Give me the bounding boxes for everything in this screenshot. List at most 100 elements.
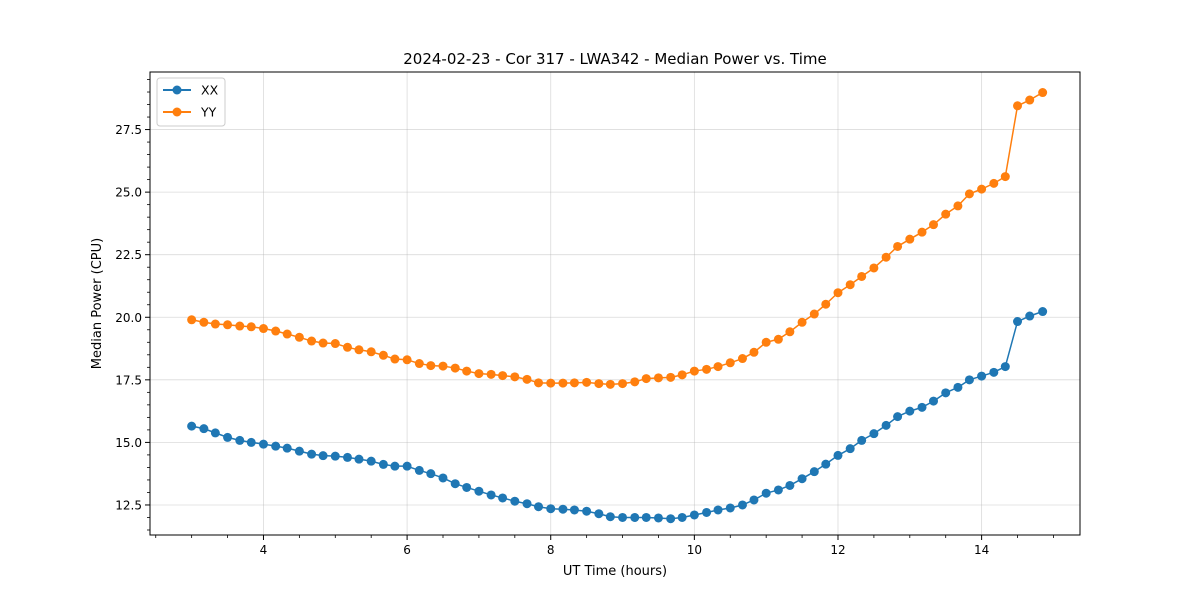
data-point-yy bbox=[282, 329, 292, 339]
y-tick-label: 17.5 bbox=[115, 373, 142, 387]
data-point-xx bbox=[462, 482, 472, 492]
series-yy bbox=[187, 88, 1048, 389]
data-point-yy bbox=[857, 271, 867, 281]
y-tick-label: 27.5 bbox=[115, 123, 142, 137]
data-point-xx bbox=[366, 456, 376, 466]
data-point-yy bbox=[486, 369, 496, 379]
legend: XX YY bbox=[156, 77, 226, 127]
data-point-yy bbox=[258, 324, 268, 334]
y-tick-label: 12.5 bbox=[115, 498, 142, 512]
data-point-xx bbox=[498, 493, 508, 503]
data-point-xx bbox=[378, 459, 388, 469]
data-point-yy bbox=[702, 364, 712, 374]
data-point-xx bbox=[964, 375, 974, 385]
data-point-yy bbox=[761, 337, 771, 347]
axis-ticks: 4 6 8 10 12 14 12.5 15.0 17.5 20.0 22.5 25.0 27.5 bbox=[115, 79, 1054, 557]
data-point-yy bbox=[964, 189, 974, 199]
data-point-yy bbox=[929, 220, 938, 230]
data-point-xx bbox=[246, 437, 256, 447]
data-point-xx bbox=[510, 496, 520, 506]
data-point-xx bbox=[330, 451, 340, 461]
data-point-xx bbox=[677, 512, 687, 522]
data-point-xx bbox=[235, 435, 245, 445]
y-tick-label: 20.0 bbox=[115, 311, 142, 325]
data-point-xx bbox=[833, 450, 843, 460]
data-point-xx bbox=[282, 443, 292, 453]
data-point-xx bbox=[354, 454, 364, 464]
data-point-xx bbox=[773, 485, 783, 495]
y-axis-label: Median Power (CPU) bbox=[90, 238, 105, 369]
data-point-xx bbox=[486, 490, 496, 500]
data-point-xx bbox=[546, 504, 556, 514]
data-point-yy bbox=[881, 252, 891, 262]
data-point-yy bbox=[594, 379, 604, 389]
data-point-xx bbox=[558, 504, 568, 514]
data-point-xx bbox=[414, 465, 424, 475]
data-point-yy bbox=[187, 315, 197, 325]
data-point-yy bbox=[450, 363, 460, 373]
data-point-yy bbox=[354, 345, 364, 355]
data-point-yy bbox=[223, 320, 233, 330]
legend-marker-xx bbox=[172, 85, 182, 95]
data-point-yy bbox=[474, 369, 484, 379]
data-point-xx bbox=[941, 388, 951, 398]
data-point-xx bbox=[821, 459, 831, 469]
data-point-yy bbox=[342, 342, 352, 352]
data-point-xx bbox=[342, 452, 352, 462]
data-point-yy bbox=[546, 378, 556, 388]
data-point-yy bbox=[330, 339, 340, 349]
x-tick-label: 14 bbox=[974, 543, 989, 557]
data-point-xx bbox=[402, 461, 412, 471]
data-point-xx bbox=[785, 480, 795, 490]
data-point-xx bbox=[522, 499, 532, 509]
data-point-xx bbox=[582, 506, 592, 516]
data-point-yy bbox=[833, 288, 843, 298]
series-layer bbox=[187, 88, 1048, 524]
data-point-xx bbox=[199, 424, 209, 434]
data-point-yy bbox=[941, 209, 951, 219]
data-point-yy bbox=[1013, 101, 1023, 111]
data-point-xx bbox=[653, 513, 663, 523]
data-point-yy bbox=[677, 370, 687, 380]
data-point-yy bbox=[630, 377, 640, 387]
legend-label-yy: YY bbox=[200, 105, 217, 120]
chart-title: 2024-02-23 - Cor 317 - LWA342 - Median P… bbox=[403, 50, 827, 68]
data-point-yy bbox=[893, 241, 903, 251]
data-point-yy bbox=[725, 358, 735, 368]
data-point-yy bbox=[785, 327, 795, 337]
data-point-yy bbox=[318, 338, 328, 348]
x-tick-label: 6 bbox=[403, 543, 411, 557]
data-point-xx bbox=[845, 444, 855, 454]
data-point-yy bbox=[653, 373, 663, 383]
data-point-yy bbox=[307, 336, 317, 346]
data-point-yy bbox=[426, 361, 436, 371]
data-point-yy bbox=[666, 372, 676, 382]
grid-lines bbox=[150, 72, 1080, 535]
data-point-yy bbox=[199, 317, 209, 327]
data-point-xx bbox=[426, 469, 436, 479]
data-point-xx bbox=[223, 432, 233, 442]
data-point-yy bbox=[821, 299, 831, 309]
data-point-yy bbox=[1025, 95, 1035, 105]
data-point-yy bbox=[210, 319, 220, 329]
data-point-xx bbox=[797, 474, 807, 484]
data-point-yy bbox=[522, 374, 532, 384]
data-point-xx bbox=[210, 428, 220, 438]
data-point-yy bbox=[402, 355, 412, 365]
data-point-yy bbox=[246, 322, 256, 332]
data-point-yy bbox=[366, 347, 376, 357]
data-point-yy bbox=[953, 201, 963, 211]
data-point-yy bbox=[271, 326, 281, 336]
data-point-yy bbox=[869, 263, 879, 273]
data-point-xx bbox=[809, 467, 819, 477]
data-point-xx bbox=[569, 505, 579, 515]
x-axis-label: UT Time (hours) bbox=[563, 564, 667, 579]
x-tick-label: 12 bbox=[830, 543, 845, 557]
data-point-xx bbox=[737, 500, 747, 510]
data-point-xx bbox=[474, 486, 484, 496]
data-point-xx bbox=[438, 473, 448, 483]
data-point-xx bbox=[917, 402, 927, 412]
data-point-xx bbox=[725, 503, 735, 513]
data-point-xx bbox=[929, 396, 938, 406]
